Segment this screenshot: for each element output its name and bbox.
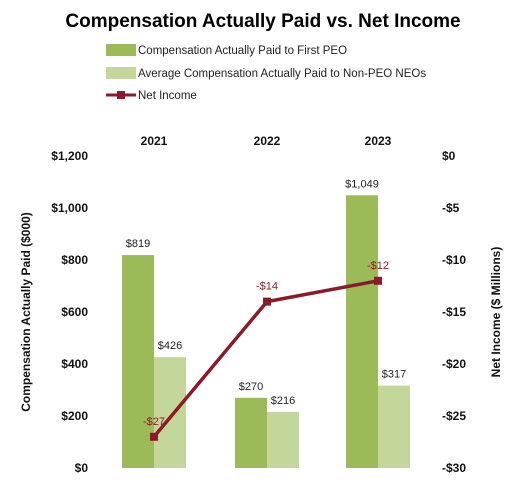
chart-title: Compensation Actually Paid vs. Net Incom…: [65, 11, 460, 32]
net-income-point-2021: [150, 432, 158, 441]
category-labels: 2021 2022 2023: [141, 134, 392, 148]
left-tick-label: $0: [75, 461, 89, 475]
right-axis: $0 -$5 -$10 -$15 -$20 -$25 -$30: [442, 149, 466, 475]
category-label-2022: 2022: [254, 134, 281, 148]
bar-first-peo-2022: [235, 397, 267, 468]
bar-label-non-peo-2021: $426: [158, 340, 182, 352]
right-tick-label: -$30: [442, 461, 466, 475]
bar-label-first-peo-2021: $819: [126, 238, 150, 250]
bar-non-peo-2022: [267, 411, 299, 468]
bar-label-first-peo-2023: $1,049: [345, 178, 379, 190]
net-income-point-2023: [374, 276, 382, 285]
net-income-series: -$27 -$14 -$12: [143, 260, 389, 441]
bar-first-peo-2023: [346, 195, 378, 468]
left-tick-label: $1,200: [51, 149, 88, 163]
legend-swatch-1: [106, 67, 136, 79]
net-income-label-2022: -$14: [256, 281, 278, 293]
left-tick-label: $400: [61, 357, 88, 371]
legend-swatch-0: [106, 44, 136, 56]
bars: [122, 195, 410, 468]
bar-label-first-peo-2022: $270: [239, 381, 263, 393]
legend-marker-2: [117, 91, 125, 99]
net-income-point-2022: [263, 297, 271, 306]
category-label-2021: 2021: [141, 134, 168, 148]
left-tick-label: $1,000: [51, 201, 88, 215]
bar-first-peo-2021: [122, 255, 154, 468]
net-income-label-2021: -$27: [143, 416, 165, 428]
right-tick-label: -$10: [442, 253, 466, 267]
bar-non-peo-2021: [154, 357, 186, 468]
right-tick-label: -$20: [442, 357, 466, 371]
left-tick-label: $600: [61, 305, 88, 319]
net-income-label-2023: -$12: [367, 260, 389, 272]
bar-labels: $819 $426 $270 $216 $1,049 $317: [126, 178, 406, 407]
legend-label-0: Compensation Actually Paid to First PEO: [138, 45, 347, 57]
left-axis-title: Compensation Actually Paid ($000): [19, 212, 33, 412]
legend-label-1: Average Compensation Actually Paid to No…: [138, 68, 426, 80]
bar-label-non-peo-2023: $317: [382, 369, 406, 381]
right-tick-label: $0: [442, 149, 456, 163]
bar-label-non-peo-2022: $216: [271, 395, 295, 407]
right-tick-label: -$15: [442, 305, 466, 319]
legend-label-2: Net Income: [138, 90, 197, 102]
category-label-2023: 2023: [365, 134, 392, 148]
left-tick-label: $200: [61, 409, 88, 423]
right-tick-label: -$5: [442, 201, 460, 215]
left-tick-label: $800: [61, 253, 88, 267]
legend: Compensation Actually Paid to First PEO A…: [106, 44, 426, 102]
bar-non-peo-2023: [378, 385, 410, 468]
left-axis: $0 $200 $400 $600 $800 $1,000 $1,200: [51, 149, 88, 475]
right-axis-title: Net Income ($ Millions): [489, 247, 503, 378]
right-tick-label: -$25: [442, 409, 466, 423]
